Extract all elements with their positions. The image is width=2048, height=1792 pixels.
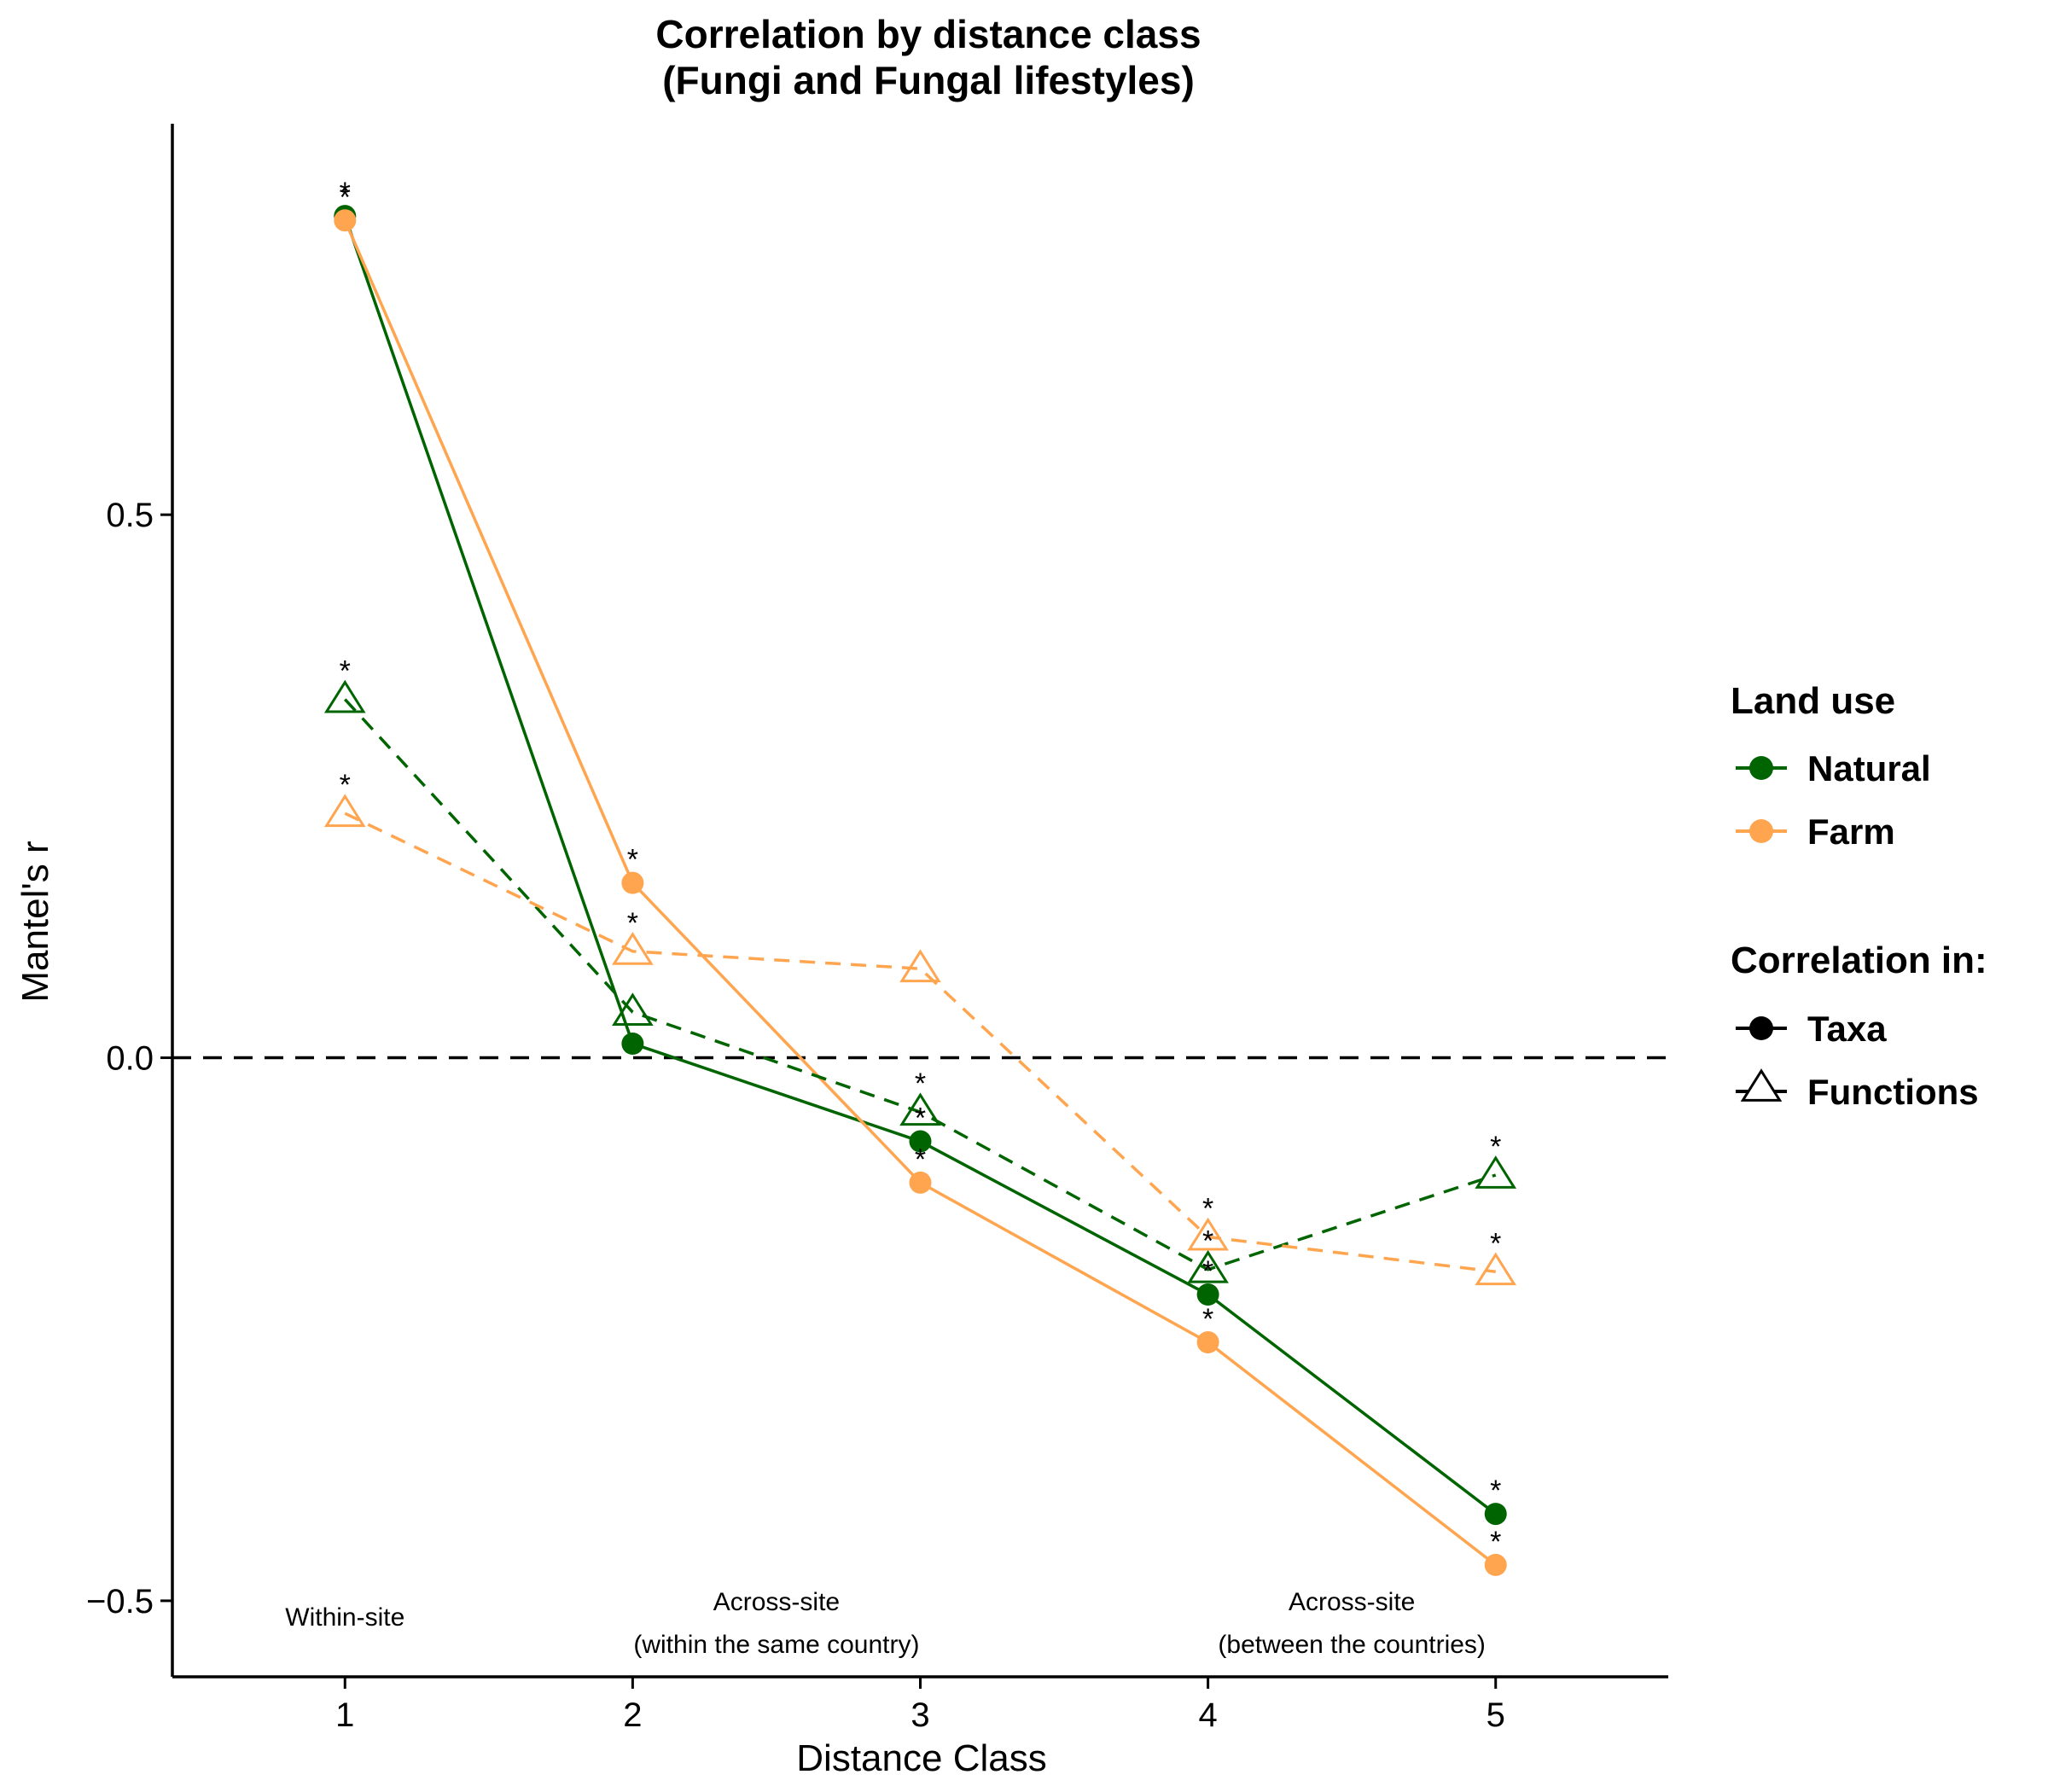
- data-point-triangle: [1187, 1249, 1229, 1283]
- legend-title-correlation: Correlation in:: [1731, 940, 1987, 981]
- data-point-circle: [621, 871, 644, 894]
- data-point-triangle: [323, 679, 366, 713]
- series-line: [344, 812, 1496, 1274]
- significance-star: *: [915, 1143, 926, 1176]
- data-point-circle: [909, 1171, 932, 1194]
- distance-class-annotation: (between the countries): [1218, 1631, 1486, 1659]
- data-point-circle: [334, 209, 357, 232]
- x-tick-label: 3: [911, 1696, 929, 1734]
- y-axis-title: Mantel's r: [15, 841, 56, 1002]
- significance-star: *: [340, 177, 351, 209]
- significance-star: *: [340, 181, 351, 213]
- distance-class-annotation: Within-site: [285, 1603, 404, 1632]
- data-point-triangle: [1475, 1252, 1517, 1286]
- legend: Land use Natural Farm Correlation in: Taxa Fu…: [1731, 680, 1987, 1112]
- legend-key-circle: [1749, 756, 1773, 780]
- significance-star: *: [1490, 1131, 1501, 1163]
- x-tick-label: 4: [1198, 1696, 1217, 1734]
- data-point-triangle: [1187, 1217, 1229, 1251]
- data-point-circle: [1196, 1283, 1219, 1306]
- significance-star: *: [340, 655, 351, 688]
- significance-star: *: [1202, 1255, 1213, 1288]
- legend-key-circle: [1749, 1016, 1773, 1040]
- legend-title-land-use: Land use: [1731, 680, 1895, 722]
- plot-area: −0.50.00.51 2 3 4 5*****************Within-s…: [86, 124, 1668, 1734]
- x-tick-label: 2: [623, 1696, 642, 1734]
- distance-class-annotation: (within the same country): [633, 1631, 919, 1659]
- y-tick-label: 0.5: [106, 497, 154, 534]
- data-point-triangle: [899, 1092, 941, 1126]
- legend-label-land-use: Farm: [1807, 812, 1895, 852]
- x-axis-title: Distance Class: [796, 1737, 1046, 1779]
- data-point-triangle: [612, 992, 654, 1026]
- data-point-triangle: [323, 794, 366, 828]
- significance-star: *: [1202, 1225, 1213, 1258]
- series-line: [343, 219, 1497, 1567]
- data-point-circle: [1196, 1331, 1219, 1353]
- legend-key-triangle: [1740, 1068, 1783, 1102]
- significance-star: *: [627, 907, 638, 940]
- y-tick-label: −0.5: [86, 1583, 154, 1620]
- data-point-circle: [909, 1130, 932, 1153]
- distance-class-annotation: Across-site: [713, 1588, 840, 1616]
- data-point-circle: [1484, 1553, 1507, 1576]
- x-tick-label: 5: [1487, 1696, 1505, 1734]
- legend-label-correlation: Taxa: [1807, 1009, 1887, 1049]
- significance-star: *: [915, 1068, 926, 1100]
- legend-label-land-use: Natural: [1807, 748, 1931, 788]
- significance-star: *: [1490, 1526, 1501, 1558]
- significance-star: *: [340, 769, 351, 801]
- x-tick-label: 1: [335, 1696, 354, 1734]
- significance-star: *: [915, 1103, 926, 1135]
- distance-class-annotation: Across-site: [1289, 1588, 1415, 1616]
- y-tick-label: 0.0: [106, 1040, 154, 1078]
- legend-key-circle: [1749, 819, 1773, 843]
- data-point-triangle: [1475, 1155, 1517, 1189]
- data-point-triangle: [612, 931, 654, 965]
- series-line: [343, 698, 1497, 1271]
- data-point-circle: [1484, 1503, 1507, 1526]
- significance-star: *: [627, 844, 638, 876]
- significance-star: *: [1202, 1303, 1213, 1335]
- data-point-circle: [621, 1033, 644, 1055]
- significance-star: *: [1490, 1227, 1501, 1260]
- data-point-triangle: [899, 949, 941, 983]
- legend-label-correlation: Functions: [1807, 1072, 1979, 1112]
- series-line: [343, 215, 1497, 1516]
- chart-title-line2: (Fungi and Fungal lifestyles): [662, 58, 1195, 102]
- significance-star: *: [1490, 1475, 1501, 1507]
- significance-star: *: [1202, 1193, 1213, 1225]
- chart-title-line1: Correlation by distance class: [655, 12, 1201, 56]
